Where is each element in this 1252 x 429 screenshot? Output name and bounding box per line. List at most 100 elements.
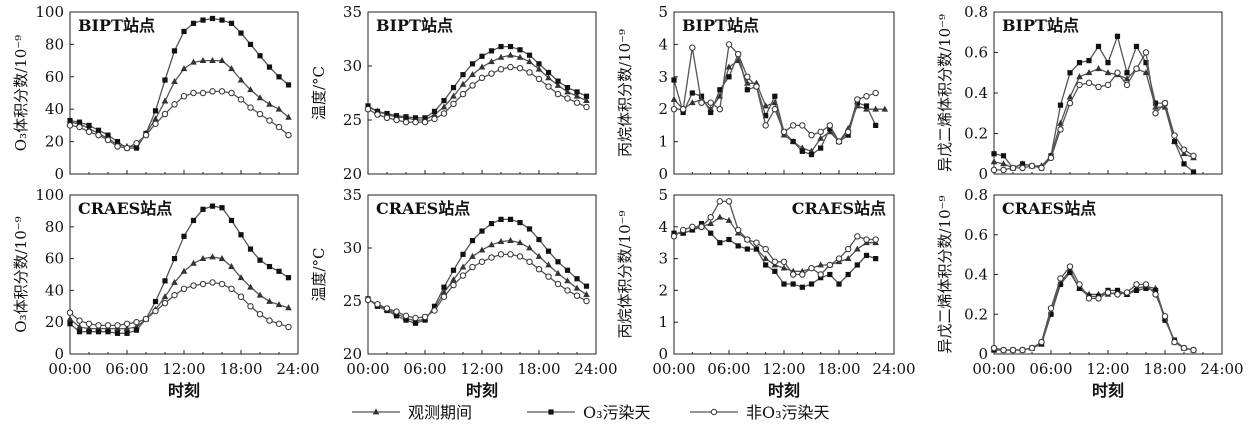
- data-point: [574, 89, 580, 95]
- data-point: [479, 53, 485, 59]
- data-point: [708, 109, 714, 116]
- data-point: [1171, 338, 1178, 346]
- data-point: [142, 131, 150, 139]
- data-point: [762, 102, 769, 109]
- legend-marker: [548, 409, 554, 415]
- data-point: [237, 274, 245, 281]
- data-point: [152, 298, 159, 305]
- y-tick-label: 100: [35, 3, 64, 21]
- data-point: [200, 17, 206, 23]
- data-point: [734, 226, 742, 234]
- data-point: [526, 58, 533, 65]
- data-point: [469, 237, 476, 244]
- series-line: [673, 59, 885, 153]
- legend-marker: [372, 408, 380, 415]
- y-axis-label: 丙烷体积分数/10⁻⁹: [616, 29, 634, 157]
- data-point: [469, 263, 476, 271]
- data-point: [799, 271, 806, 278]
- data-point: [526, 258, 533, 265]
- panel-title: CRAES站点: [1002, 199, 1096, 218]
- panel-craes-o3: 0 20 40 60 80 100 00:00 06:00 12:00 18:00 24:00 时刻 O…: [12, 186, 320, 400]
- data-point: [123, 320, 131, 327]
- panel-title: CRAES站点: [376, 199, 470, 218]
- data-point: [573, 99, 581, 106]
- data-point: [517, 219, 523, 226]
- data-point: [1038, 338, 1045, 346]
- data-point: [421, 313, 429, 321]
- legend-label: 非O₃污染天: [746, 403, 830, 422]
- data-point: [209, 57, 216, 63]
- data-point: [1067, 70, 1073, 76]
- data-point: [412, 115, 419, 121]
- data-point: [734, 50, 742, 58]
- x-axis-label: 时刻: [768, 381, 800, 400]
- y-tick-label: 5: [658, 3, 668, 21]
- data-point: [670, 95, 678, 102]
- y-tick-label: 60: [45, 250, 64, 268]
- y-tick-label: 0: [978, 165, 988, 183]
- series-1: [990, 266, 1197, 353]
- x-tick-label: 24:00: [574, 360, 617, 378]
- data-point: [393, 308, 400, 315]
- data-point: [716, 198, 724, 205]
- data-point: [1076, 60, 1083, 66]
- data-point: [256, 291, 264, 298]
- series-line: [69, 59, 289, 148]
- y-tick-label: 1: [658, 313, 668, 331]
- data-point: [1028, 162, 1036, 170]
- data-point: [863, 93, 870, 100]
- data-point: [545, 83, 552, 90]
- y-tick-label: 0.4: [964, 84, 988, 102]
- data-point: [808, 264, 815, 272]
- data-point: [403, 114, 409, 120]
- data-point: [403, 317, 409, 323]
- data-point: [228, 285, 235, 293]
- data-point: [488, 70, 495, 77]
- data-point: [844, 128, 852, 136]
- data-point: [1009, 164, 1017, 172]
- data-point: [583, 297, 590, 305]
- data-point: [460, 72, 466, 78]
- series-line: [993, 67, 1194, 169]
- data-point: [228, 20, 235, 26]
- data-point: [257, 53, 263, 59]
- data-point: [873, 122, 879, 128]
- series-2: [365, 43, 590, 121]
- data-point: [844, 245, 852, 253]
- y-tick-label: 0.2: [964, 125, 988, 143]
- data-point: [1076, 281, 1083, 288]
- data-point: [689, 44, 696, 51]
- data-point: [104, 322, 112, 329]
- data-point: [789, 271, 797, 278]
- data-point: [744, 236, 751, 243]
- data-point: [990, 166, 998, 174]
- data-point: [488, 254, 495, 261]
- x-tick-label: 24:00: [872, 360, 915, 378]
- data-point: [364, 296, 372, 304]
- y-tick-label: 4: [658, 218, 668, 236]
- data-point: [431, 115, 438, 123]
- data-point: [799, 148, 805, 154]
- data-point: [200, 206, 206, 212]
- data-point: [762, 122, 769, 129]
- data-point: [845, 271, 851, 278]
- x-tick-label: 00:00: [346, 360, 389, 378]
- data-point: [863, 103, 870, 109]
- data-point: [478, 246, 486, 253]
- data-point: [725, 216, 733, 223]
- y-tick-label: 40: [45, 100, 64, 118]
- data-point: [1133, 65, 1140, 72]
- data-point: [1114, 287, 1121, 293]
- data-point: [218, 280, 226, 288]
- x-tick-label: 00:00: [652, 360, 695, 378]
- data-point: [1180, 150, 1188, 157]
- data-point: [247, 41, 254, 47]
- y-tick-label: 80: [45, 218, 64, 236]
- data-point: [1142, 281, 1150, 288]
- data-point: [459, 263, 467, 270]
- data-point: [256, 94, 264, 101]
- data-point: [76, 329, 83, 335]
- data-point: [497, 238, 505, 245]
- series-2: [671, 221, 879, 290]
- data-point: [808, 281, 815, 287]
